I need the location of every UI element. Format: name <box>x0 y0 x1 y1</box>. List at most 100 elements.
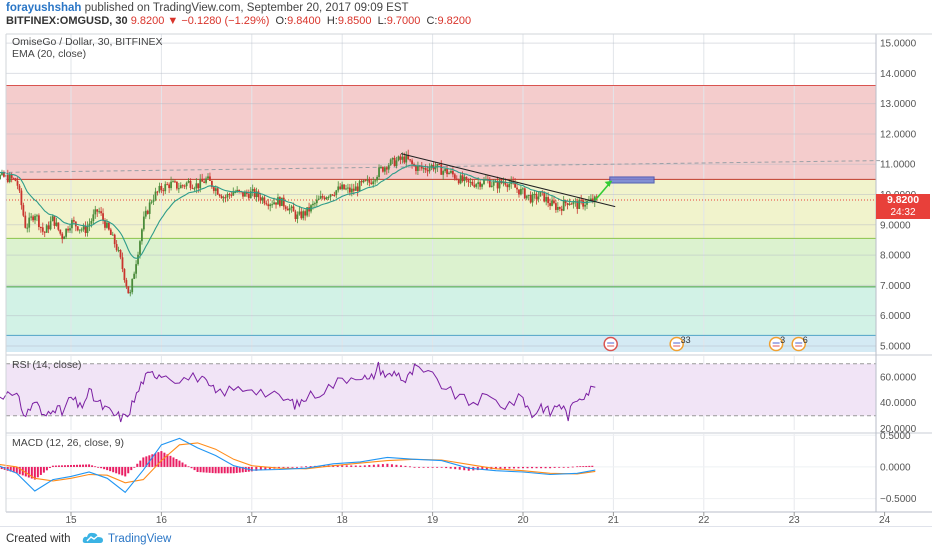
candle-body <box>288 207 291 211</box>
candle-body <box>504 182 507 185</box>
high-label: H: <box>326 15 338 27</box>
macd-hist-bar <box>30 466 33 479</box>
candle-body <box>566 203 569 205</box>
candle-body <box>518 189 520 195</box>
candle-body <box>181 185 184 187</box>
event-count-label: 33 <box>681 335 691 345</box>
candle-body <box>255 191 258 198</box>
candle-body <box>302 211 305 219</box>
price-tick-label: 9.0000 <box>880 220 911 231</box>
candle-body <box>162 190 165 192</box>
candle-body <box>26 227 29 229</box>
price-tick-label: 15.0000 <box>880 39 917 50</box>
candle-body <box>113 234 116 245</box>
candle-body <box>562 200 565 211</box>
candle-body <box>228 194 231 196</box>
candle-body <box>317 198 320 200</box>
candle-body <box>405 154 408 163</box>
candle-body <box>440 164 443 175</box>
macd-hist-bar <box>45 466 48 471</box>
candle-body <box>498 180 501 189</box>
tradingview-brand[interactable]: TradingView <box>108 533 172 545</box>
macd-hist-bar <box>235 466 238 473</box>
tradingview-cloud-icon <box>82 532 103 543</box>
time-tick-label: 16 <box>156 515 168 526</box>
candle-body <box>347 187 349 189</box>
candle-body <box>286 208 289 211</box>
candle-body <box>424 168 427 171</box>
candle-body <box>111 234 114 236</box>
macd-hist-bar <box>413 466 416 468</box>
author-link[interactable]: forayushshah <box>6 2 82 14</box>
candle-body <box>139 241 141 255</box>
downtrend-line <box>400 153 616 208</box>
candle-body <box>399 156 402 160</box>
candle-body <box>129 292 132 294</box>
candle-body <box>144 210 147 217</box>
candle-body <box>403 156 406 163</box>
candle-body <box>479 182 482 187</box>
event-marker-icon-1 <box>669 336 684 352</box>
candle-body <box>38 215 40 228</box>
candle-body <box>382 167 384 172</box>
candle-body <box>350 188 353 193</box>
macd-hist-bar <box>300 466 303 468</box>
macd-signal-line <box>0 442 596 484</box>
macd-hist-bar <box>286 466 289 468</box>
candle-body <box>356 186 359 192</box>
candle-body <box>53 216 56 226</box>
macd-hist-bar <box>359 465 362 467</box>
candle-body <box>107 222 110 230</box>
candle-body <box>199 178 202 189</box>
macd-hist-bar <box>431 466 434 468</box>
candle-body <box>366 179 369 181</box>
macd-hist-bar <box>9 466 12 472</box>
candle-body <box>483 179 485 185</box>
macd-hist-bar <box>82 464 85 467</box>
candle-body <box>430 164 433 168</box>
macd-hist-bar <box>57 465 60 467</box>
candle-body <box>446 168 448 175</box>
candle-body <box>78 229 81 231</box>
candle-body <box>55 222 58 226</box>
candle-body <box>280 197 283 206</box>
candle-body <box>376 176 378 181</box>
candle-body <box>481 184 483 187</box>
macd-hist-bar <box>163 452 166 467</box>
candle-body <box>65 228 68 237</box>
candle-body <box>591 198 594 202</box>
candle-body <box>535 193 538 200</box>
candle-body <box>109 229 112 235</box>
macd-hist-bar <box>372 464 375 467</box>
candle-body <box>220 195 223 199</box>
candle-body <box>146 210 149 214</box>
candle-body <box>277 197 279 205</box>
candle-body <box>148 202 151 214</box>
candle-body <box>348 187 351 193</box>
candle-body <box>354 186 357 191</box>
candle-body <box>82 226 85 230</box>
macd-tick-label: −0.5000 <box>880 494 917 505</box>
macd-hist-bar <box>202 466 205 473</box>
macd-hist-bar <box>79 464 82 467</box>
symbol-label[interactable]: BITFINEX:OMGUSD, 30 <box>6 15 128 27</box>
macd-hist-bar <box>377 464 380 467</box>
candle-body <box>508 184 511 188</box>
candle-body <box>306 207 309 216</box>
macd-hist-bar <box>109 466 112 472</box>
candle-body <box>273 202 275 205</box>
candle-body <box>263 197 266 204</box>
macd-hist-bar <box>422 466 425 468</box>
macd-hist-bar <box>193 466 196 471</box>
chart-title: OmiseGo / Dollar, 30, BITFINEX <box>12 36 163 48</box>
candle-body <box>267 204 270 207</box>
macd-histogram <box>0 451 594 480</box>
macd-hist-bar <box>305 466 308 468</box>
candle-body <box>450 170 452 173</box>
candle-body <box>100 211 103 214</box>
macd-hist-bar <box>386 463 389 467</box>
candle-body <box>533 193 536 195</box>
candle-body <box>568 203 571 205</box>
macd-hist-bar <box>220 466 223 474</box>
macd-hist-bar <box>345 465 348 467</box>
